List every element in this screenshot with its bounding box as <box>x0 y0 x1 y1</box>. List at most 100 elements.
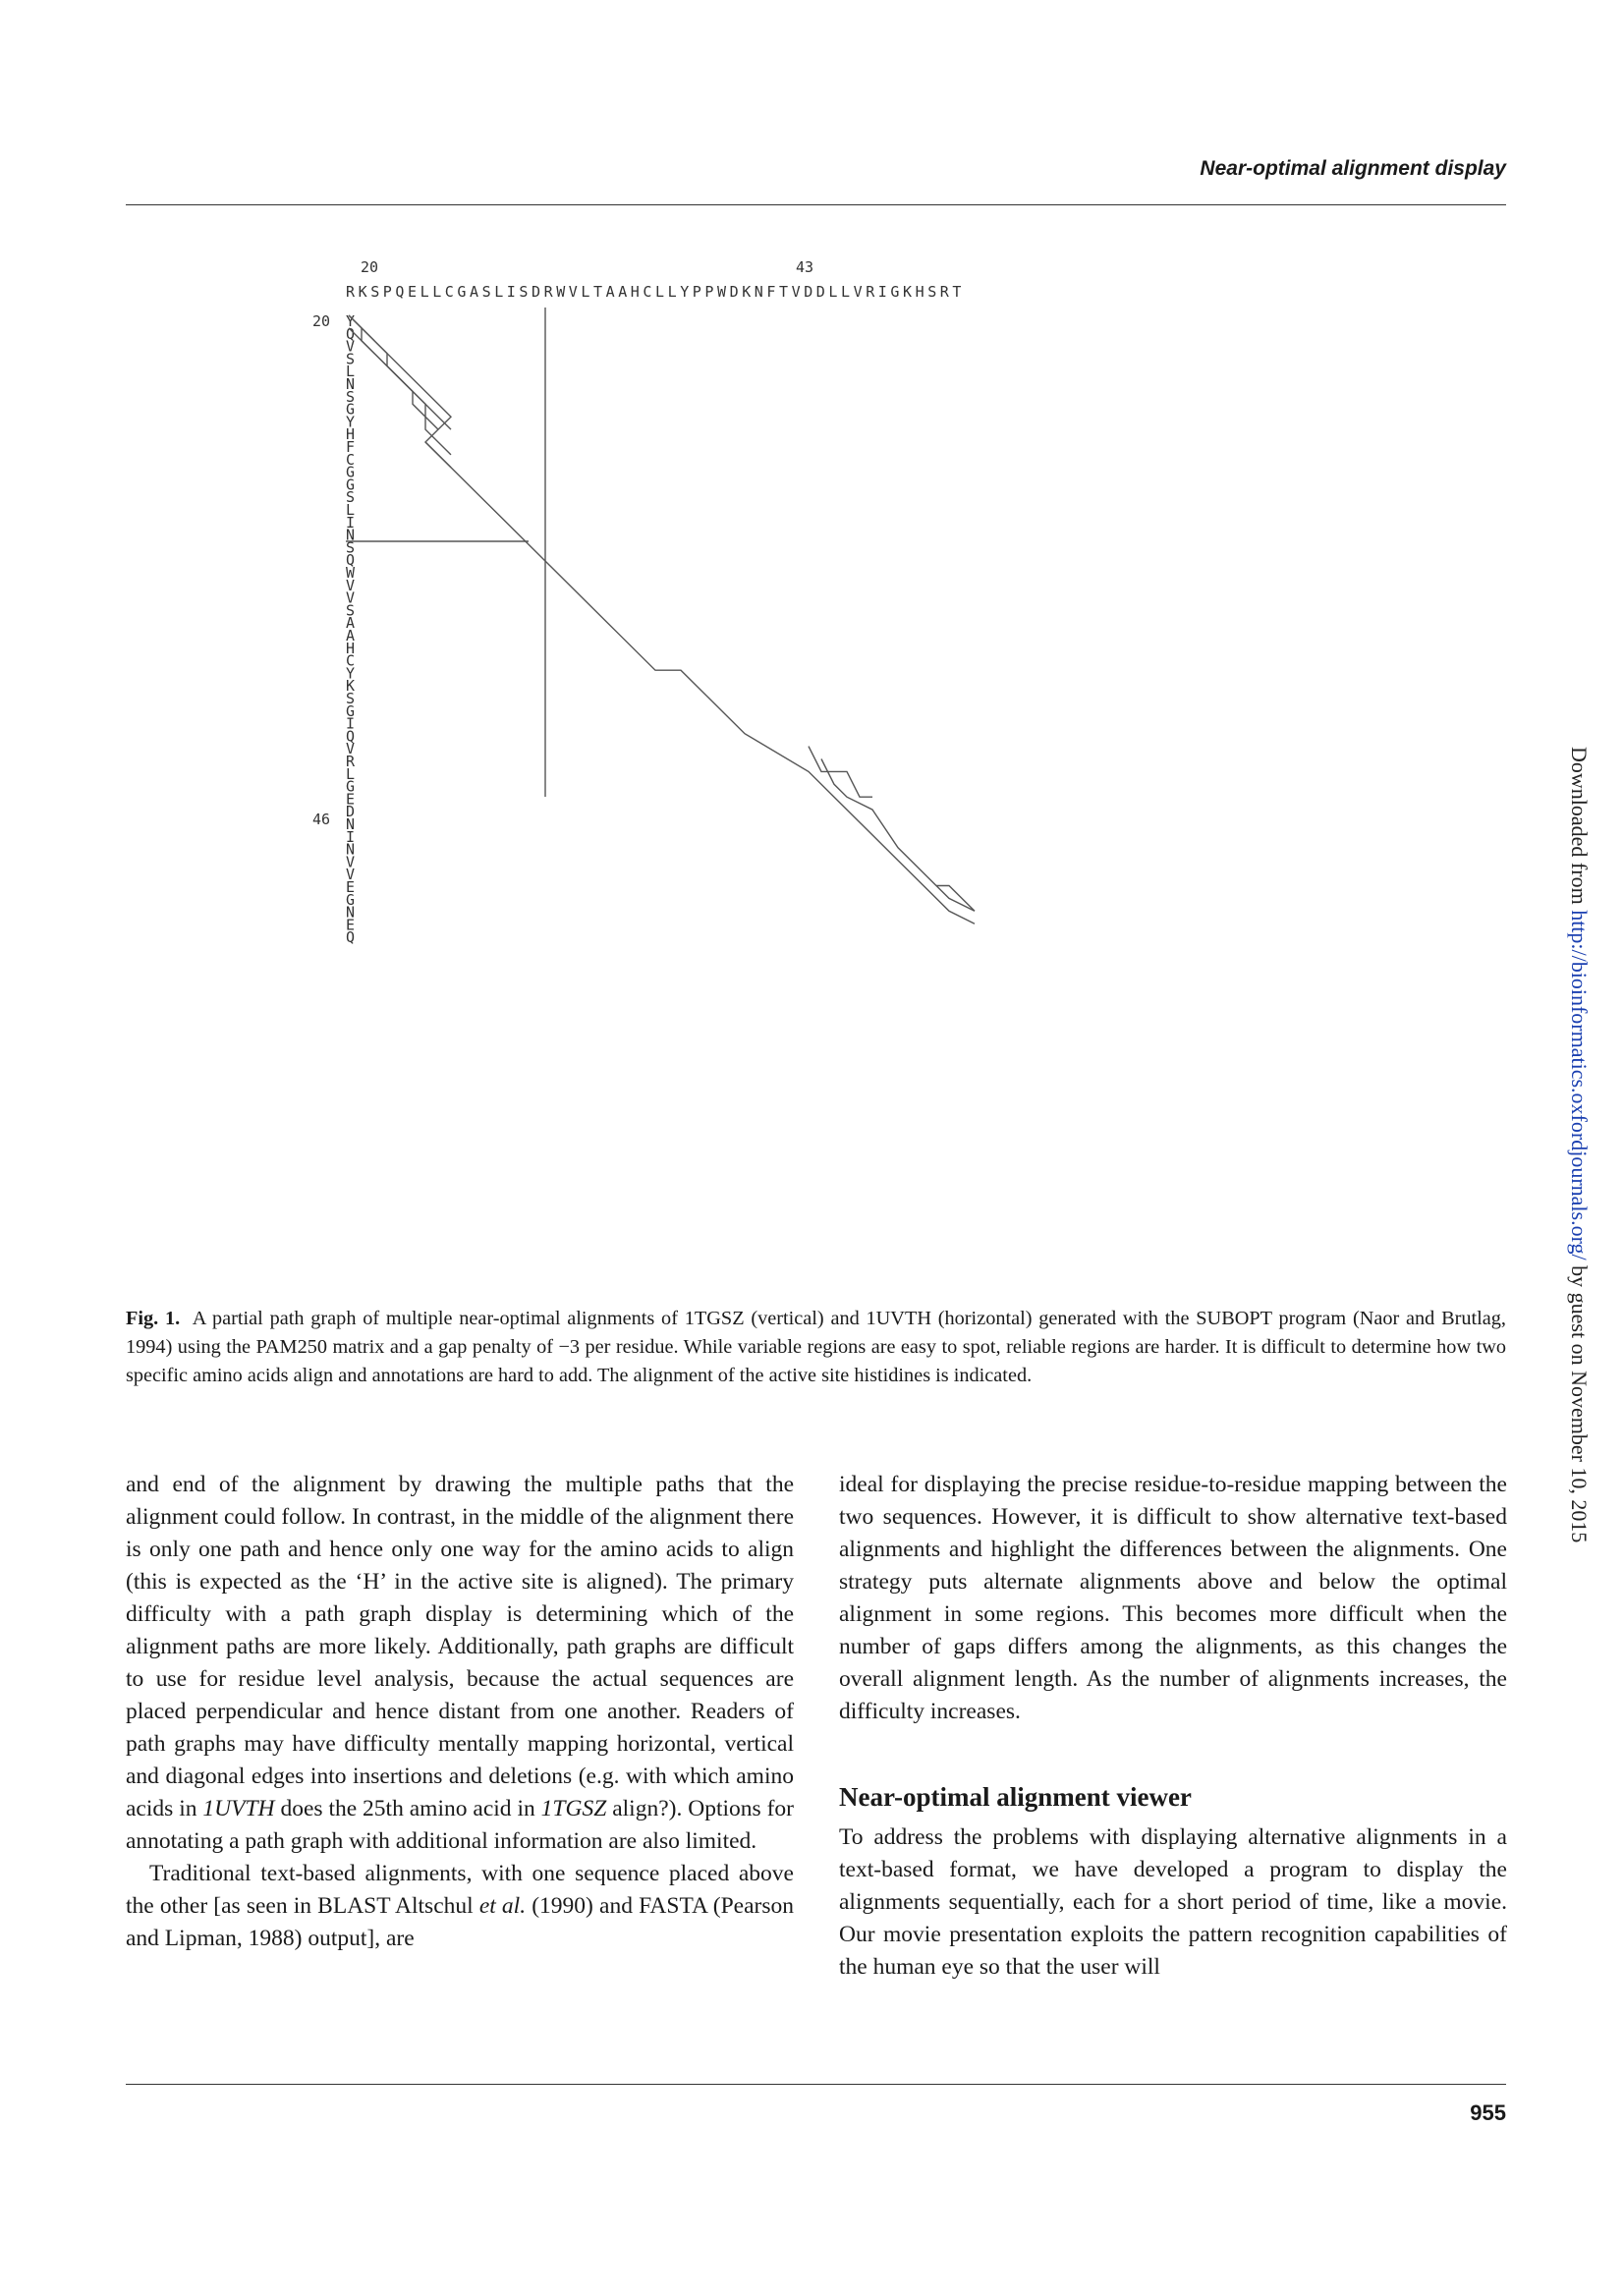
sequence-letter: N <box>346 841 355 859</box>
sequence-letter: S <box>482 283 491 301</box>
sequence-letter: R <box>544 283 554 301</box>
left-column: and end of the alignment by drawing the … <box>126 1469 794 1955</box>
sequence-letter: S <box>346 538 355 556</box>
sequence-letter: Y <box>346 413 355 430</box>
sequence-letter: L <box>346 363 355 380</box>
sequence-letter: T <box>779 283 788 301</box>
text-run: 1UVTH <box>202 1796 275 1821</box>
alignment-path <box>936 884 976 912</box>
alignment-paths <box>346 308 976 924</box>
sequence-letter: H <box>631 283 640 301</box>
sequence-letter: L <box>841 283 850 301</box>
sequence-letter: W <box>556 283 566 301</box>
text-run: 1TGSZ <box>540 1796 607 1821</box>
top-number-left: 20 <box>361 258 378 276</box>
alignment-path <box>808 746 872 798</box>
sequence-letter: Q <box>346 928 355 946</box>
sequence-letter: L <box>420 283 429 301</box>
sequence-letter: F <box>346 438 355 456</box>
sequence-letter: I <box>507 283 516 301</box>
sequence-letter: A <box>346 627 355 644</box>
sequence-letter: T <box>593 283 602 301</box>
sequence-letter: H <box>346 640 355 657</box>
download-note: Downloaded from http://bioinformatics.ox… <box>1566 747 1592 1542</box>
sequence-letter: Y <box>680 283 689 301</box>
text-run: does the 25th amino acid in <box>274 1796 541 1821</box>
sequence-letter: R <box>346 753 356 770</box>
sequence-letter: S <box>370 283 379 301</box>
sequence-letter: K <box>903 283 912 301</box>
sequence-letter: V <box>346 589 355 607</box>
footer-rule <box>126 2084 1506 2085</box>
sequence-letter: L <box>581 283 589 301</box>
sequence-letter: L <box>432 283 441 301</box>
sequence-letter: G <box>346 464 355 481</box>
alignment-path <box>424 441 976 924</box>
sequence-letter: S <box>346 601 355 619</box>
sequence-letter: Q <box>395 283 404 301</box>
sequence-letter: S <box>927 283 936 301</box>
sequence-letter: N <box>755 283 763 301</box>
download-note-prefix: Downloaded from <box>1567 747 1592 911</box>
header-rule <box>126 204 1506 205</box>
sequence-letter: Y <box>346 664 355 682</box>
caption-text: A partial path graph of multiple near-op… <box>126 1308 1506 1386</box>
sequence-letter: S <box>346 350 355 367</box>
paragraph: ideal for displaying the precise residue… <box>839 1472 1507 1724</box>
sequence-letter: Y <box>346 312 355 330</box>
sequence-letter: R <box>866 283 875 301</box>
sequence-letter: D <box>804 283 812 301</box>
text-run: Traditional text-based alignments, with … <box>126 1861 794 1919</box>
alignment-path <box>820 758 976 912</box>
sequence-letter: G <box>346 401 355 419</box>
sequence-letter: A <box>606 283 615 301</box>
text-run: align?). Options for annotating a path g… <box>126 1796 794 1854</box>
page-number: 955 <box>1470 2100 1506 2125</box>
sequence-letter: W <box>346 564 356 582</box>
text-run: et al. <box>478 1893 527 1919</box>
sequence-letter: I <box>346 514 355 532</box>
section-heading: Near-optimal alignment viewer <box>839 1782 1192 1812</box>
sequence-letter: D <box>532 283 540 301</box>
sequence-letter: V <box>346 338 355 356</box>
figure-caption: Fig. 1. A partial path graph of multiple… <box>126 1305 1506 1390</box>
sequence-letter: D <box>346 803 355 820</box>
sequence-letter: I <box>878 283 887 301</box>
sequence-letter: V <box>346 740 355 757</box>
sequence-letter: G <box>890 283 899 301</box>
sequence-letter: K <box>742 283 751 301</box>
left-number-top: 20 <box>312 312 330 330</box>
sequence-letter: L <box>828 283 837 301</box>
sequence-letter: G <box>457 283 466 301</box>
sequence-letter: T <box>952 283 961 301</box>
alignment-path <box>361 327 439 430</box>
sequence-letter: R <box>346 283 356 301</box>
sequence-letter: E <box>346 878 355 896</box>
sequence-letter: G <box>346 702 355 720</box>
sequence-letter: H <box>346 425 355 443</box>
sequence-letter: L <box>346 765 355 783</box>
sequence-letter: K <box>346 677 355 695</box>
sequence-letter: P <box>383 283 392 301</box>
running-head: Near-optimal alignment display <box>1200 157 1506 180</box>
sequence-letter: E <box>346 790 355 808</box>
sequence-letter: L <box>655 283 664 301</box>
sequence-letter: L <box>668 283 677 301</box>
sequence-letter: L <box>346 501 355 519</box>
top-number-mid: 43 <box>796 258 813 276</box>
sequence-letter: Q <box>346 727 355 745</box>
sequence-letter: S <box>346 388 355 406</box>
sequence-letter: E <box>408 283 417 301</box>
sequence-letter: S <box>346 690 355 707</box>
text-run: (1990) and FASTA (Pearson and Lipman, 19… <box>126 1893 794 1951</box>
download-note-suffix: by guest on November 10, 2015 <box>1567 1260 1592 1543</box>
download-note-link[interactable]: http://bioinformatics.oxfordjournals.org… <box>1567 910 1592 1260</box>
vertical-sequence: YQVSLNSGYHFCGGSLINSQWVVSAAHCYKSGIQVRLGED… <box>346 312 356 946</box>
paragraph: Traditional text-based alignments, with … <box>126 1858 794 1955</box>
sequence-letter: C <box>346 451 355 469</box>
sequence-letter: N <box>346 527 355 544</box>
sequence-letter: A <box>618 283 627 301</box>
